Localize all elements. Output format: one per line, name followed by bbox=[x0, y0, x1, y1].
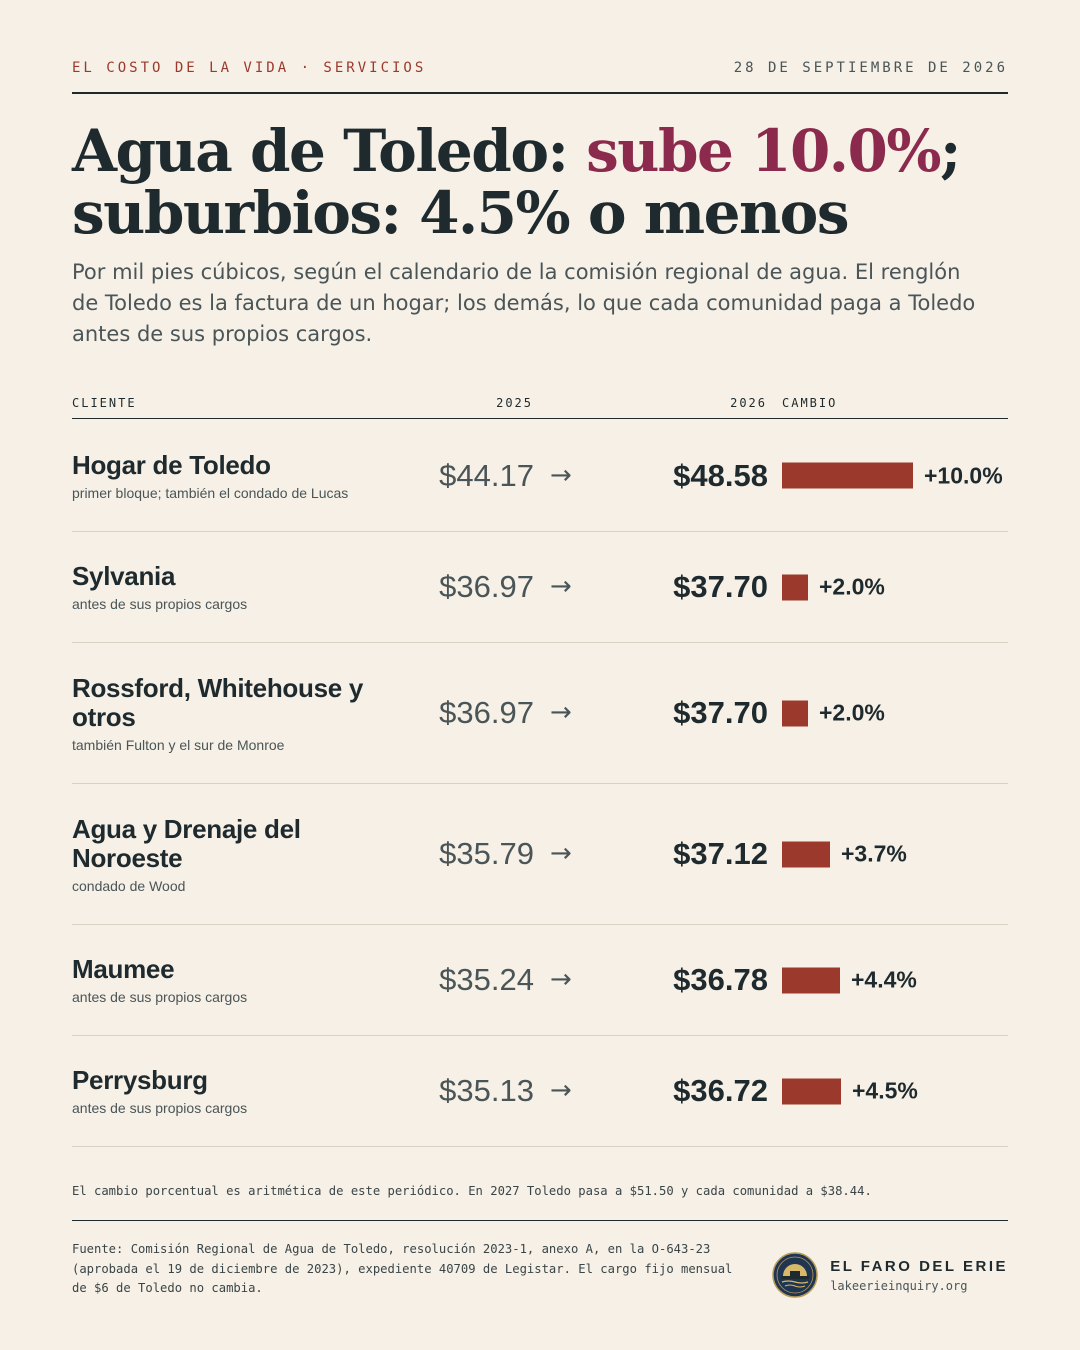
rate-2026: $37.70 bbox=[673, 695, 768, 730]
headline-part-2: ; suburbios: 4.5% o menos bbox=[72, 117, 961, 247]
change-label: +4.4% bbox=[851, 966, 917, 993]
table-row: Hogar de Toledo primer bloque; también el… bbox=[72, 420, 1008, 532]
row-client: Hogar de Toledo primer bloque; también el… bbox=[72, 420, 402, 531]
client-note: también Fulton y el sur de Monroe bbox=[72, 736, 285, 753]
change-cell: +4.4% bbox=[782, 967, 917, 994]
table-row: Agua y Drenaje del Noroeste condado de Wo… bbox=[72, 784, 1008, 925]
rate-2025: $35.24 bbox=[439, 962, 534, 997]
rate-2025: $35.13 bbox=[439, 1073, 534, 1108]
headline-highlight: sube 10.0% bbox=[586, 117, 941, 185]
row-client: Maumee antes de sus propios cargos bbox=[72, 925, 402, 1035]
change-label: +2.0% bbox=[819, 699, 885, 726]
client-note: antes de sus propios cargos bbox=[72, 596, 248, 612]
brand: EL FARO DEL ERIE lakeerieinquiry.org bbox=[772, 1252, 1008, 1298]
client-note: antes de sus propios cargos bbox=[72, 1100, 248, 1116]
change-label: +2.0% bbox=[819, 573, 885, 600]
change-bar bbox=[782, 967, 840, 993]
table-row: Perrysburg antes de sus propios cargos $35… bbox=[72, 1036, 1008, 1147]
brand-name: EL FARO DEL ERIE bbox=[830, 1257, 1008, 1275]
brand-text: EL FARO DEL ERIE lakeerieinquiry.org bbox=[830, 1258, 1008, 1293]
client-note: primer bloque; también el condado de Luc… bbox=[72, 484, 349, 501]
change-cell: +3.7% bbox=[782, 841, 907, 868]
change-cell: +10.0% bbox=[782, 462, 1003, 489]
lighthouse-logo-icon bbox=[772, 1252, 818, 1298]
rate-2026: $37.12 bbox=[673, 836, 768, 871]
change-cell: +4.5% bbox=[782, 1078, 918, 1105]
top-rule bbox=[72, 92, 1008, 94]
row-client: Perrysburg antes de sus propios cargos bbox=[72, 1036, 402, 1146]
rate-2025: $35.79 bbox=[439, 836, 534, 871]
rate-2026: $37.70 bbox=[673, 569, 768, 604]
headline: Agua de Toledo: sube 10.0%; suburbios: 4… bbox=[72, 120, 1020, 244]
footnote: El cambio porcentual es aritmética de es… bbox=[72, 1184, 872, 1198]
change-label: +3.7% bbox=[841, 840, 907, 867]
client-name: Sylvania bbox=[72, 561, 176, 591]
client-name: Rossford, Whitehouse y otros bbox=[72, 672, 363, 732]
rate-2025: $44.17 bbox=[439, 457, 534, 493]
change-cell: +2.0% bbox=[782, 574, 885, 601]
change-cell: +2.0% bbox=[782, 700, 885, 727]
section-kicker: EL COSTO DE LA VIDA · SERVICIOS bbox=[72, 60, 427, 76]
column-header-2025: 2025 bbox=[496, 396, 533, 410]
table-header: CLIENTE 2025 2026 CAMBIO bbox=[72, 396, 1008, 419]
change-bar bbox=[782, 700, 808, 726]
arrow-right-icon: → bbox=[550, 697, 572, 728]
client-name: Hogar de Toledo bbox=[72, 449, 271, 480]
change-bar bbox=[782, 841, 830, 867]
rate-2026: $36.78 bbox=[673, 962, 768, 997]
source-note: Fuente: Comisión Regional de Agua de Tol… bbox=[72, 1242, 733, 1295]
table-row: Rossford, Whitehouse y otros también Fult… bbox=[72, 643, 1008, 784]
arrow-right-icon: → bbox=[550, 571, 572, 602]
bottom-rule bbox=[72, 1220, 1008, 1221]
arrow-right-icon: → bbox=[550, 459, 572, 490]
change-bar bbox=[782, 462, 913, 489]
client-name: Maumee bbox=[72, 954, 175, 984]
arrow-right-icon: → bbox=[550, 1075, 572, 1106]
change-label: +4.5% bbox=[852, 1077, 918, 1104]
rate-2025: $36.97 bbox=[439, 695, 534, 730]
rate-table: Hogar de Toledo primer bloque; también el… bbox=[72, 420, 1008, 1147]
client-name: Perrysburg bbox=[72, 1065, 208, 1095]
table-row: Maumee antes de sus propios cargos $35.24 →… bbox=[72, 925, 1008, 1036]
top-bar: EL COSTO DE LA VIDA · SERVICIOS 28 DE SE… bbox=[72, 60, 1008, 76]
client-name: Agua y Drenaje del Noroeste bbox=[72, 813, 301, 873]
brand-url[interactable]: lakeerieinquiry.org bbox=[830, 1278, 968, 1293]
change-bar bbox=[782, 574, 808, 600]
rate-2025: $36.97 bbox=[439, 569, 534, 604]
table-row: Sylvania antes de sus propios cargos $36.9… bbox=[72, 532, 1008, 643]
client-note: condado de Wood bbox=[72, 877, 186, 894]
rate-2026: $36.72 bbox=[673, 1073, 768, 1108]
client-note: antes de sus propios cargos bbox=[72, 989, 248, 1005]
row-client: Agua y Drenaje del Noroeste condado de Wo… bbox=[72, 784, 402, 924]
headline-part-1: Agua de Toledo: bbox=[72, 117, 587, 185]
change-bar bbox=[782, 1078, 841, 1104]
arrow-right-icon: → bbox=[550, 838, 572, 869]
change-label: +10.0% bbox=[924, 462, 1003, 488]
column-header-client: CLIENTE bbox=[72, 396, 137, 410]
column-header-change: CAMBIO bbox=[782, 396, 838, 410]
dek: Por mil pies cúbicos, según el calendari… bbox=[72, 260, 976, 346]
arrow-right-icon: → bbox=[550, 964, 572, 995]
row-client: Rossford, Whitehouse y otros también Fult… bbox=[72, 643, 402, 783]
row-client: Sylvania antes de sus propios cargos bbox=[72, 532, 402, 642]
rate-2026: $48.58 bbox=[673, 457, 768, 493]
column-header-2026: 2026 bbox=[730, 396, 767, 410]
publication-date: 28 DE SEPTIEMBRE DE 2026 bbox=[733, 60, 1008, 76]
